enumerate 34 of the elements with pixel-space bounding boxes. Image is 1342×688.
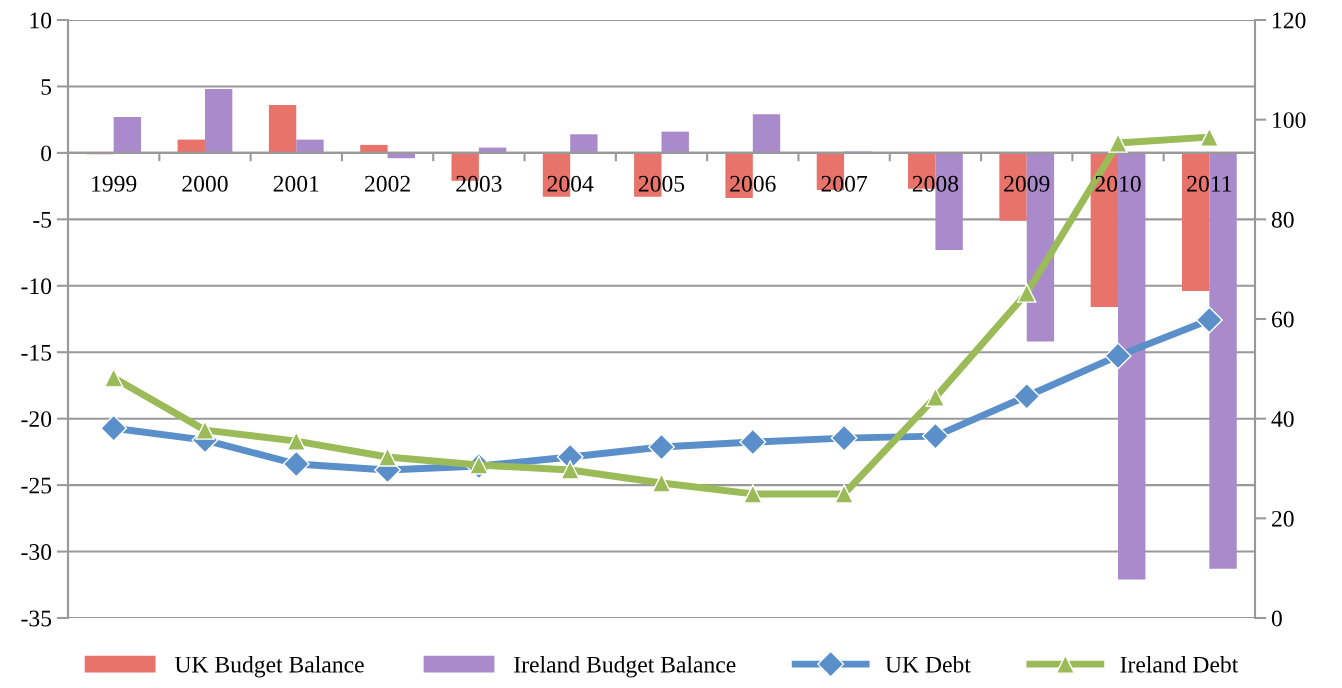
x-tick-label: 2007 [821, 175, 868, 192]
x-tick-label: 2006 [730, 175, 776, 192]
x-tick-label: 2002 [365, 175, 410, 192]
y-tick-label: -30 [21, 544, 52, 560]
y2-tick-label: 20 [1272, 510, 1294, 527]
y-tick-label: -20 [21, 411, 52, 428]
x-tick-label: 2000 [182, 175, 228, 192]
y2-tick-label: 60 [1271, 311, 1294, 328]
x-tick-label: 2005 [638, 175, 685, 192]
x-tick-label: 2011 [1187, 175, 1232, 192]
y-tick-label: -35 [21, 610, 52, 627]
x-tick-label: 2001 [273, 175, 319, 192]
y-tick-label: 5 [41, 79, 52, 95]
x-tick-label: 2008 [912, 175, 959, 192]
y-tick-label: -25 [21, 477, 52, 494]
x-tick-label: 2010 [1095, 175, 1141, 192]
x-tick-label: 2004 [547, 175, 594, 192]
x-tick-label: 2009 [1004, 175, 1050, 192]
x-tick-label: 1999 [92, 175, 137, 192]
y-tick-label: 0 [41, 145, 52, 162]
y-tick-label: -5 [33, 212, 52, 228]
y2-tick-label: 40 [1271, 411, 1294, 428]
legend-label: UK Budget Balance [174, 656, 364, 678]
y2-tick-label: 80 [1271, 211, 1294, 228]
y2-tick-label: 100 [1273, 112, 1306, 129]
y-tick-label: -10 [21, 278, 52, 295]
y-tick-label: 10 [30, 12, 52, 29]
y-tick-label: -15 [21, 344, 52, 361]
y2-tick-label: 0 [1271, 610, 1282, 627]
y2-tick-label: 120 [1273, 12, 1306, 29]
legend-label: UK Debt [885, 656, 971, 673]
legend-label: Ireland Budget Balance [514, 656, 736, 678]
x-tick-label: 2003 [456, 175, 502, 192]
legend-label: Ireland Debt [1120, 656, 1239, 673]
